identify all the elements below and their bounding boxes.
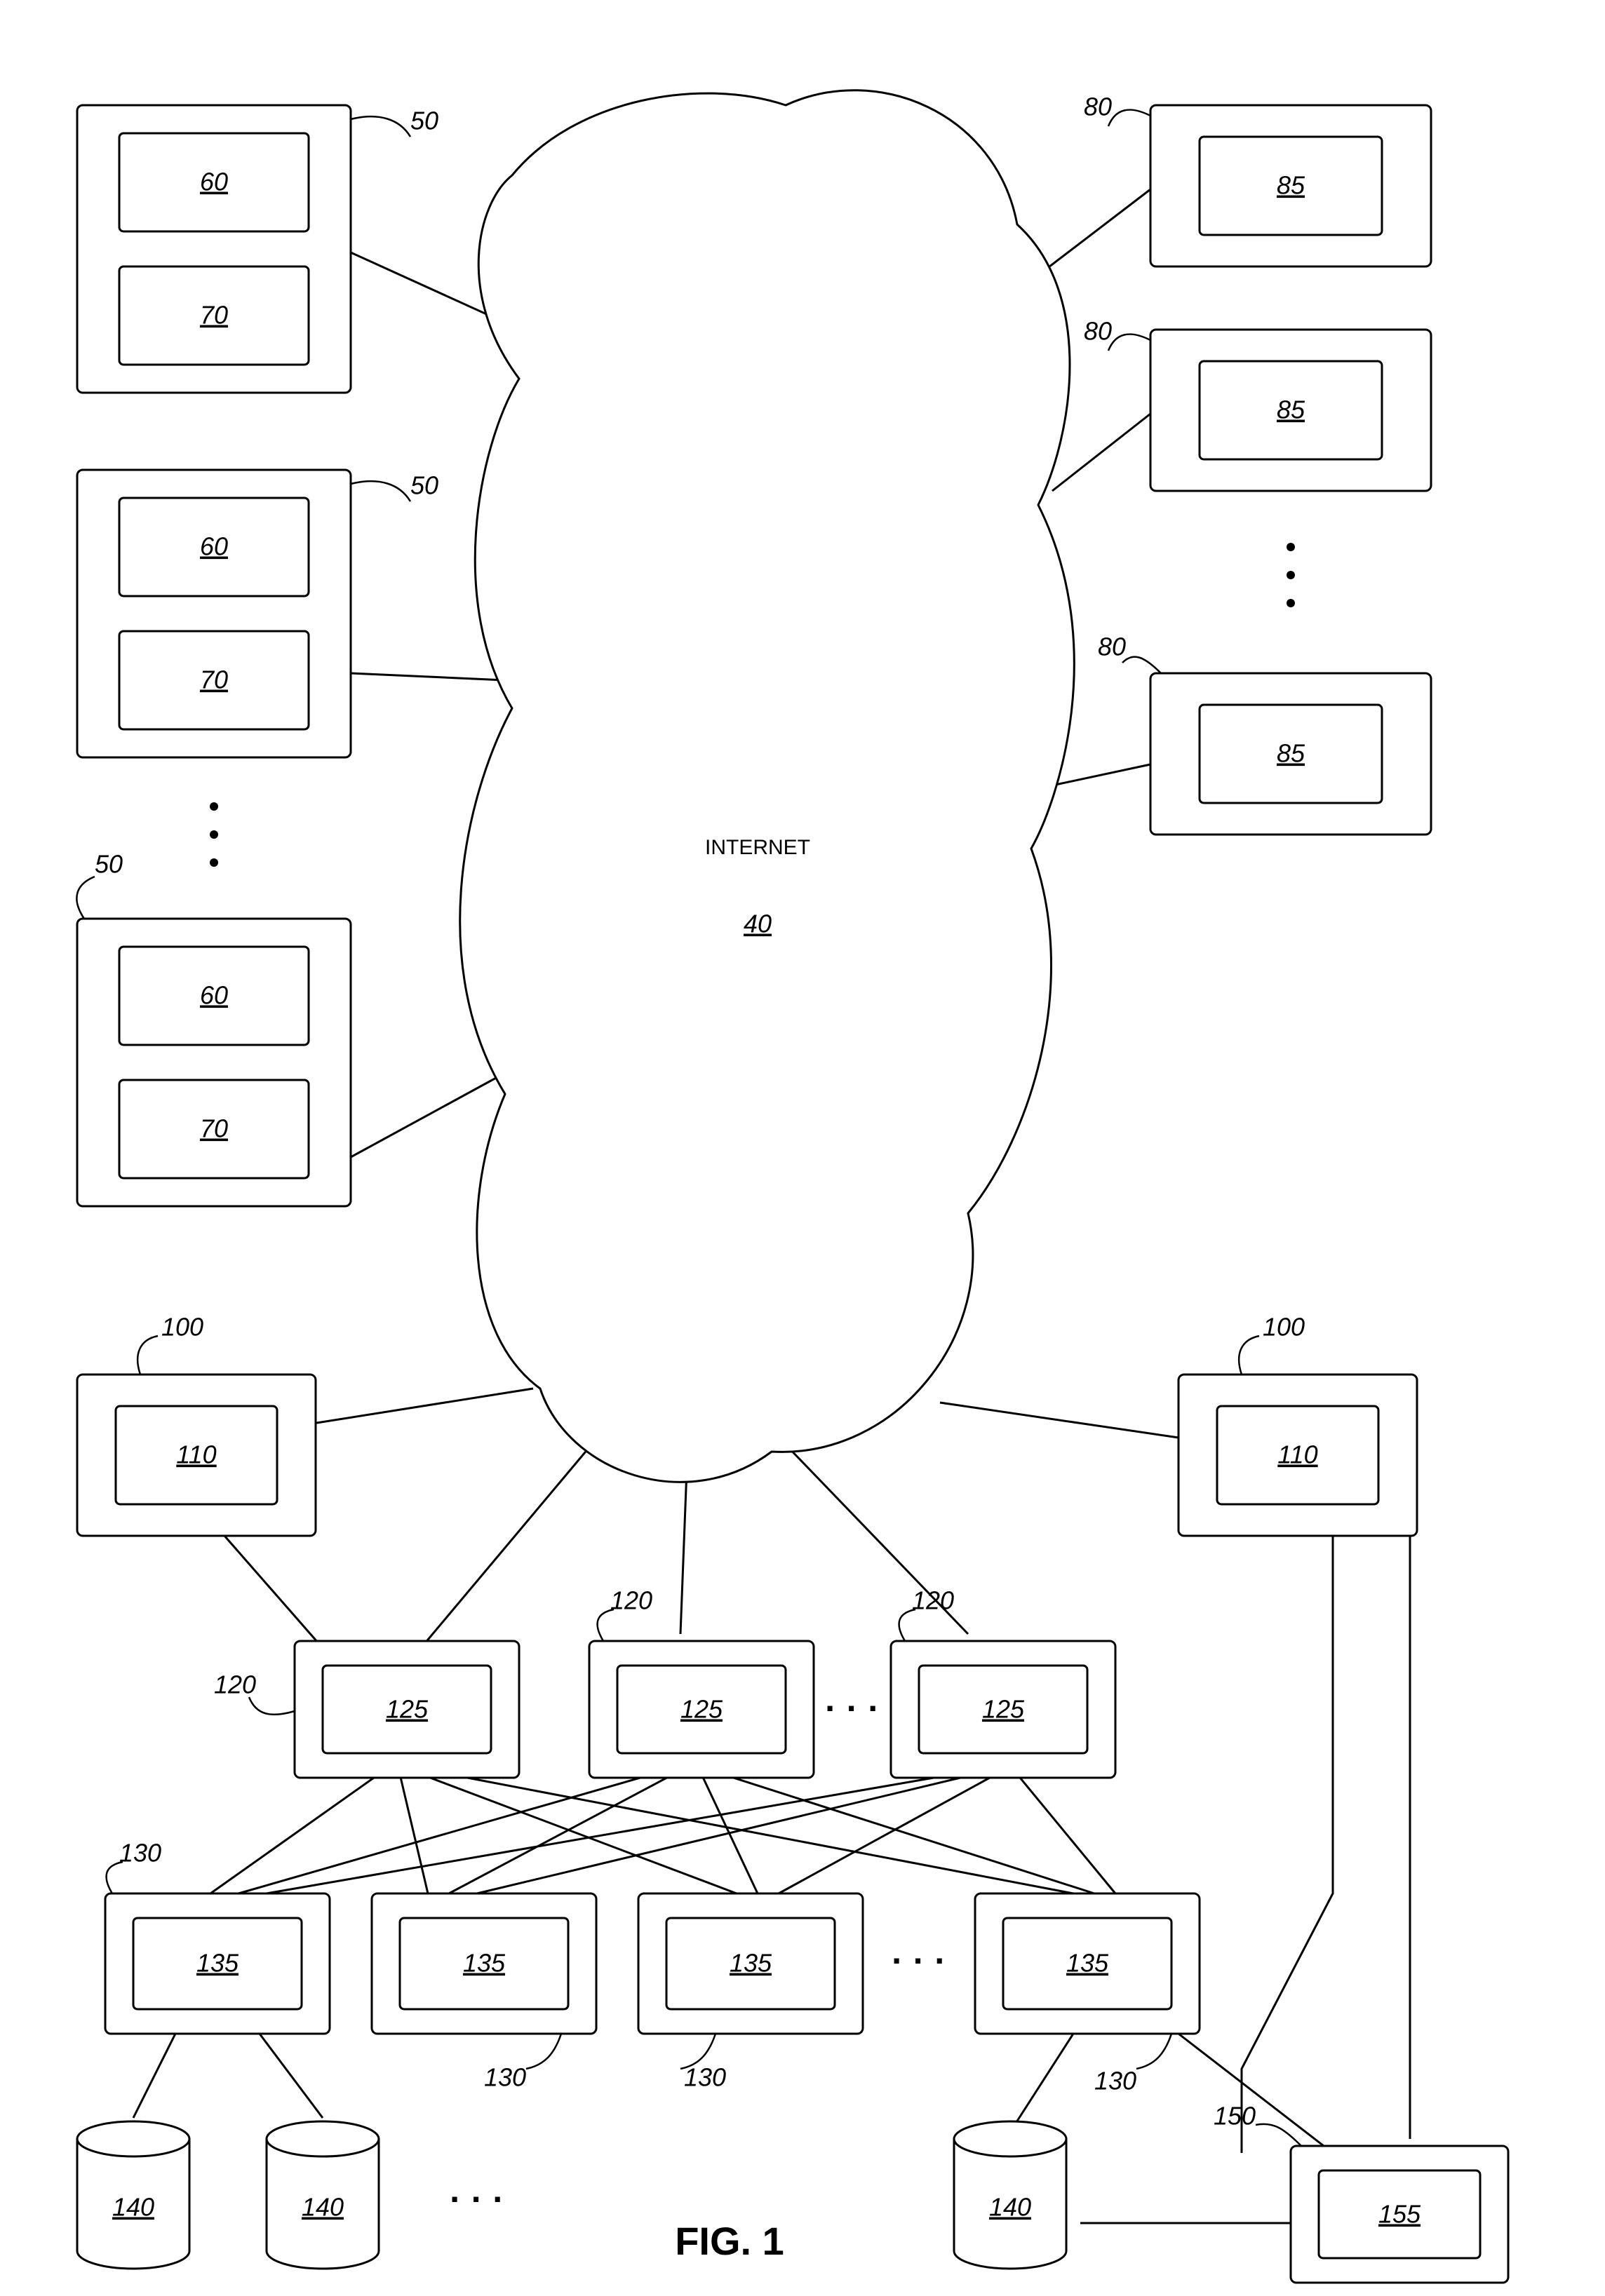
node-80c: 85 80 bbox=[1098, 633, 1431, 835]
cloud-title: INTERNET bbox=[705, 836, 810, 859]
internet-cloud: INTERNET 40 bbox=[460, 90, 1075, 1483]
node-100L: 110 100 bbox=[77, 1313, 316, 1536]
ref-50b: 50 bbox=[410, 471, 438, 500]
label-70: 70 bbox=[200, 301, 228, 330]
vdots-80 bbox=[1287, 543, 1295, 607]
label-125b: 125 bbox=[680, 1695, 723, 1724]
label-110L: 110 bbox=[176, 1440, 216, 1469]
ref-80b: 80 bbox=[1084, 317, 1112, 346]
label-110R: 110 bbox=[1277, 1440, 1317, 1469]
node-130a: 135 130 bbox=[105, 1839, 330, 2034]
ref-150: 150 bbox=[1214, 2102, 1256, 2130]
ref-50c: 50 bbox=[95, 850, 123, 879]
ref-130c: 130 bbox=[684, 2063, 726, 2092]
vdots-50 bbox=[210, 802, 218, 867]
ref-100L: 100 bbox=[161, 1313, 203, 1342]
label-140a: 140 bbox=[112, 2193, 154, 2222]
label-125a: 125 bbox=[386, 1695, 429, 1724]
label-140c: 140 bbox=[989, 2193, 1031, 2222]
node-100R: 110 100 bbox=[1178, 1313, 1417, 1536]
node-120b: 125 120 bbox=[589, 1586, 814, 1778]
node-50c: 60 70 50 bbox=[76, 850, 351, 1206]
ref-50a: 50 bbox=[410, 107, 438, 135]
cyl-140b: 140 bbox=[267, 2121, 379, 2269]
label-140b: 140 bbox=[302, 2193, 344, 2222]
cyl-140c: 140 bbox=[954, 2121, 1066, 2269]
ref-130d: 130 bbox=[1094, 2067, 1136, 2095]
node-120c: 125 120 bbox=[891, 1586, 1115, 1778]
node-150: 155 150 bbox=[1214, 2102, 1508, 2283]
label-135a: 135 bbox=[196, 1949, 239, 1978]
node-50a: 60 70 50 bbox=[77, 105, 438, 393]
cloud-ref: 40 bbox=[744, 910, 772, 938]
ref-120a: 120 bbox=[214, 1670, 256, 1699]
ref-130a: 130 bbox=[119, 1839, 161, 1868]
label-135d: 135 bbox=[1066, 1949, 1109, 1978]
label-60: 60 bbox=[200, 168, 228, 196]
ref-80a: 80 bbox=[1084, 93, 1112, 121]
cyl-140a: 140 bbox=[77, 2121, 189, 2269]
label-135c: 135 bbox=[730, 1949, 772, 1978]
hdots-140: · · · bbox=[450, 2180, 504, 2219]
label-60b: 60 bbox=[200, 532, 228, 561]
node-130c: 135 130 bbox=[638, 1893, 863, 2092]
ref-130b: 130 bbox=[484, 2063, 526, 2092]
label-125c: 125 bbox=[982, 1695, 1025, 1724]
node-130d: 135 130 bbox=[975, 1893, 1200, 2095]
label-135b: 135 bbox=[463, 1949, 506, 1978]
label-70b: 70 bbox=[200, 666, 228, 694]
figure-label: FIG. 1 bbox=[675, 2219, 784, 2263]
label-155: 155 bbox=[1378, 2200, 1421, 2229]
label-85c: 85 bbox=[1277, 739, 1305, 768]
node-50b: 60 70 50 bbox=[77, 470, 438, 757]
hdots-130: · · · bbox=[892, 1941, 946, 1980]
diagram-canvas: INTERNET 40 60 70 50 60 70 50 60 70 50 bbox=[0, 0, 1605, 2296]
ref-100R: 100 bbox=[1263, 1313, 1305, 1342]
ref-120b: 120 bbox=[610, 1586, 652, 1615]
label-85b: 85 bbox=[1277, 396, 1305, 424]
node-80b: 85 80 bbox=[1084, 317, 1431, 491]
node-80a: 85 80 bbox=[1084, 93, 1431, 266]
hdots-120: · · · bbox=[825, 1689, 880, 1728]
label-70c: 70 bbox=[200, 1114, 228, 1143]
node-130b: 135 130 bbox=[372, 1893, 596, 2092]
label-85a: 85 bbox=[1277, 171, 1305, 200]
ref-80c: 80 bbox=[1098, 633, 1126, 661]
node-120a: 125 120 bbox=[214, 1641, 519, 1778]
label-60c: 60 bbox=[200, 981, 228, 1010]
ref-120c: 120 bbox=[912, 1586, 954, 1615]
